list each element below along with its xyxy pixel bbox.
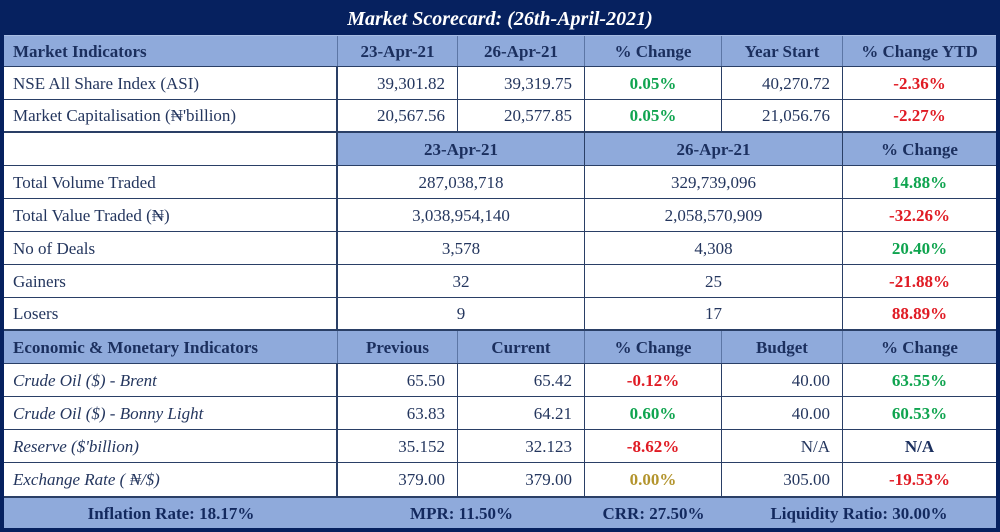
table-row-gainers: Gainers 32 25 -21.88% bbox=[4, 265, 996, 298]
header-pct-change: % Change bbox=[843, 133, 996, 165]
crr: CRR: 27.50% bbox=[602, 503, 705, 523]
pct-change-value: 0.00% bbox=[585, 463, 722, 496]
page-title: Market Scorecard: (26th-April-2021) bbox=[4, 4, 996, 36]
value-26apr: 329,739,096 bbox=[585, 166, 843, 198]
pct-change-value: -32.26% bbox=[889, 205, 950, 225]
row-label: NSE All Share Index (ASI) bbox=[4, 67, 338, 99]
pct-change-vs-budget: 63.55% bbox=[891, 370, 948, 390]
value-23apr: 3,578 bbox=[338, 232, 585, 264]
value-26apr: 17 bbox=[585, 298, 843, 329]
table-row-exchange-rate: Exchange Rate ( ₦/$) 379.00 379.00 0.00%… bbox=[4, 463, 996, 496]
row-label: Gainers bbox=[4, 265, 338, 297]
row-label: Losers bbox=[4, 298, 338, 329]
table-row-no-of-deals: No of Deals 3,578 4,308 20.40% bbox=[4, 232, 996, 265]
market-indicators-header-row: Market Indicators 23-Apr-21 26-Apr-21 % … bbox=[4, 36, 996, 67]
value-26apr: 2,058,570,909 bbox=[585, 199, 843, 231]
economic-indicators-header-row: Economic & Monetary Indicators Previous … bbox=[4, 331, 996, 364]
previous-value: 35.152 bbox=[338, 430, 458, 462]
header-26-apr-merged: 26-Apr-21 bbox=[585, 133, 843, 165]
pct-change-value: -0.12% bbox=[585, 364, 722, 396]
liquidity-ratio: Liquidity Ratio: 30.00% bbox=[770, 503, 948, 523]
header-budget: Budget bbox=[722, 331, 843, 363]
value-26apr: 25 bbox=[585, 265, 843, 297]
value-23apr: 9 bbox=[338, 298, 585, 329]
budget-value: 305.00 bbox=[722, 463, 843, 496]
header-26-apr: 26-Apr-21 bbox=[458, 36, 585, 66]
pct-change-vs-budget: -19.53% bbox=[889, 470, 950, 489]
header-blank bbox=[4, 133, 338, 165]
row-label: Crude Oil ($) - Brent bbox=[4, 364, 338, 396]
table-row-total-volume: Total Volume Traded 287,038,718 329,739,… bbox=[4, 166, 996, 199]
header-23-apr-merged: 23-Apr-21 bbox=[338, 133, 585, 165]
previous-value: 379.00 bbox=[338, 463, 458, 496]
table-row-total-value: Total Value Traded (₦) 3,038,954,140 2,0… bbox=[4, 199, 996, 232]
row-label: Total Volume Traded bbox=[4, 166, 338, 198]
year-start-value: 40,270.72 bbox=[722, 67, 843, 99]
header-pct-change: % Change bbox=[585, 36, 722, 66]
table-row-bonny-light: Crude Oil ($) - Bonny Light 63.83 64.21 … bbox=[4, 397, 996, 430]
value-23apr: 20,567.56 bbox=[338, 100, 458, 131]
value-26apr: 4,308 bbox=[585, 232, 843, 264]
row-label: Total Value Traded (₦) bbox=[4, 199, 338, 231]
header-economic-indicators: Economic & Monetary Indicators bbox=[4, 331, 338, 363]
pct-change-value: 0.60% bbox=[585, 397, 722, 429]
row-label: No of Deals bbox=[4, 232, 338, 264]
value-23apr: 287,038,718 bbox=[338, 166, 585, 198]
current-value: 379.00 bbox=[458, 463, 585, 496]
budget-value: 40.00 bbox=[722, 364, 843, 396]
value-23apr: 39,301.82 bbox=[338, 67, 458, 99]
table-row-brent: Crude Oil ($) - Brent 65.50 65.42 -0.12%… bbox=[4, 364, 996, 397]
table-row-market-cap: Market Capitalisation (₦'billion) 20,567… bbox=[4, 100, 996, 133]
header-pct-change: % Change bbox=[585, 331, 722, 363]
ytd-change-value: -2.36% bbox=[893, 73, 946, 93]
current-value: 64.21 bbox=[458, 397, 585, 429]
summary-footer: Inflation Rate: 18.17% MPR: 11.50% CRR: … bbox=[4, 496, 996, 528]
year-start-value: 21,056.76 bbox=[722, 100, 843, 131]
header-current: Current bbox=[458, 331, 585, 363]
pct-change-value: -8.62% bbox=[585, 430, 722, 462]
pct-change-vs-budget: N/A bbox=[904, 436, 935, 456]
ytd-change-value: -2.27% bbox=[893, 106, 946, 125]
row-label: Crude Oil ($) - Bonny Light bbox=[4, 397, 338, 429]
current-value: 65.42 bbox=[458, 364, 585, 396]
pct-change-value: 14.88% bbox=[891, 172, 948, 192]
header-pct-change-ytd: % Change YTD bbox=[861, 41, 978, 61]
value-23apr: 3,038,954,140 bbox=[338, 199, 585, 231]
pct-change-vs-budget: 60.53% bbox=[891, 403, 948, 423]
current-value: 32.123 bbox=[458, 430, 585, 462]
table-row-reserve: Reserve ($'billion) 35.152 32.123 -8.62%… bbox=[4, 430, 996, 463]
previous-value: 65.50 bbox=[338, 364, 458, 396]
value-26apr: 39,319.75 bbox=[458, 67, 585, 99]
budget-value: N/A bbox=[722, 430, 843, 462]
value-23apr: 32 bbox=[338, 265, 585, 297]
row-label: Reserve ($'billion) bbox=[4, 430, 338, 462]
table-row-nse-asi: NSE All Share Index (ASI) 39,301.82 39,3… bbox=[4, 67, 996, 100]
mpr: MPR: 11.50% bbox=[410, 503, 513, 523]
pct-change-value: -21.88% bbox=[889, 271, 950, 291]
previous-value: 63.83 bbox=[338, 397, 458, 429]
header-23-apr: 23-Apr-21 bbox=[338, 36, 458, 66]
header-year-start: Year Start bbox=[722, 36, 843, 66]
pct-change-value: 20.40% bbox=[891, 238, 948, 258]
row-label: Market Capitalisation (₦'billion) bbox=[4, 100, 338, 131]
header-market-indicators: Market Indicators bbox=[4, 36, 338, 66]
pct-change-value: 0.05% bbox=[585, 100, 722, 131]
inflation-rate: Inflation Rate: 18.17% bbox=[87, 503, 255, 523]
pct-change-value: 0.05% bbox=[585, 67, 722, 99]
pct-change-value: 88.89% bbox=[891, 304, 948, 323]
budget-value: 40.00 bbox=[722, 397, 843, 429]
header-previous: Previous bbox=[338, 331, 458, 363]
table-row-losers: Losers 9 17 88.89% bbox=[4, 298, 996, 331]
trading-activity-header-row: 23-Apr-21 26-Apr-21 % Change bbox=[4, 133, 996, 166]
header-pct-change-budget: % Change bbox=[881, 337, 958, 357]
value-26apr: 20,577.85 bbox=[458, 100, 585, 131]
row-label: Exchange Rate ( ₦/$) bbox=[4, 463, 338, 496]
